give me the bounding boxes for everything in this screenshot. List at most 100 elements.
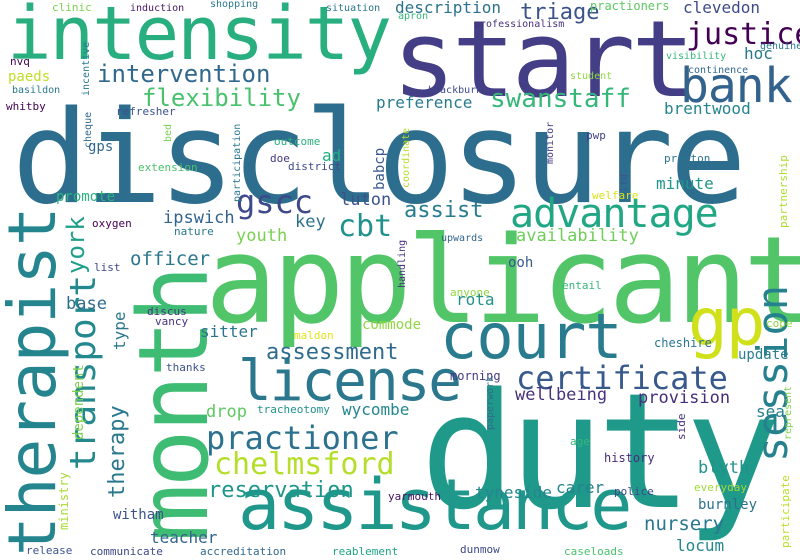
word-luton: luton [340,190,392,210]
word-bed: bed [163,123,174,142]
word-vancy: vancy [155,315,189,328]
word-refresher: refresher [116,105,176,118]
word-practioners: practioners [590,0,670,13]
word-assistance: assistance [238,464,632,546]
word-welfare: welfare [592,189,639,202]
word-license: license [238,349,462,414]
word-flexibility: flexibility [142,84,301,112]
word-pwp: pwp [586,129,606,142]
word-age: age [570,435,590,448]
word-blackburn: blackburn [428,85,483,96]
word-update: update [738,347,789,363]
word-description: description [395,0,501,17]
word-history: history [604,451,655,465]
word-certificate: certificate [516,359,728,397]
word-promote: promote [56,189,116,205]
word-start: start [392,0,695,121]
word-ad: ad [322,146,342,165]
word-wellbeing: wellbeing [515,385,608,405]
word-professionalism: professionalism [474,19,565,30]
word-continence: continence [688,65,749,76]
word-anyone: anyone [450,286,490,299]
word-paeds: paeds [8,69,51,85]
word-clinic: clinic [52,1,92,14]
word-hoc: hoc [744,44,773,63]
word-caseloads: caseloads [564,545,624,558]
word-ooh: ooh [508,255,534,271]
word-nursery: nursery [644,513,725,535]
word-reablement: reablement [332,545,399,558]
word-triage: triage [520,0,600,25]
word-rota: rota [456,290,495,309]
word-cbt: cbt [338,209,393,244]
word-gp: gp [688,284,765,361]
word-officer: officer [130,248,211,270]
word-cheshire: cheshire [654,336,712,350]
word-type: type [110,311,129,350]
word-blyth: blyth [698,458,750,478]
word-police: police [614,485,654,498]
word-availability: availability [516,226,639,246]
word-doe: doe [270,152,290,165]
word-whitby: whitby [6,100,46,113]
word-brentwood: brentwood [664,99,751,118]
word-morning: morning [450,369,501,383]
word-list: list [94,261,121,274]
word-disclosure: disclosure [12,84,747,233]
word-induction: induction [130,3,185,14]
word-drop: drop [206,402,247,422]
word-justice: justice [686,17,800,52]
word-base: base [66,294,107,314]
word-represent: represent [783,385,794,440]
word-practioner: practioner [206,419,399,457]
word-paperwork: paperwork [485,375,496,430]
word-minute: minute [656,174,714,193]
word-assessment: assessment [266,340,399,365]
word-student: student [570,71,613,82]
word-swanstaff: swanstaff [490,84,631,114]
word-wycombe: wycombe [342,400,410,419]
word-basildon: basildon [12,85,61,96]
word-intervention: intervention [97,60,271,88]
word-clevedon: clevedon [683,0,761,17]
word-handling: handling [397,239,408,288]
word-nvq: nvq [10,55,30,68]
word-participation: participation [232,123,243,202]
word-visibility: visibility [666,51,727,62]
word-provision: provision [638,388,731,408]
word-tracheotomy: tracheotomy [257,403,330,416]
word-thanks: thanks [166,361,206,374]
word-gps: gps [88,139,114,155]
word-accreditation: accreditation [200,545,287,558]
word-duty: duty [420,358,781,545]
word-babcp: babcp [372,147,388,190]
word-youth: youth [236,226,288,246]
word-advantage: advantage [510,191,719,237]
word-carer: carer [556,478,605,497]
word-discus: discus [147,305,187,318]
word-cope: cope [766,317,793,330]
word-nature: nature [174,225,214,238]
word-york: york [62,216,90,274]
word-ministry: ministry [57,472,71,530]
word-intensity: intensity [7,0,392,77]
word-maldon: maldon [294,329,334,342]
word-coordinate: coordinate [401,127,412,188]
word-dependent: dependent [71,364,87,440]
word-teacher: teacher [150,528,218,547]
word-chelmsford: chelmsford [214,447,395,482]
word-assist: assist [404,198,484,223]
word-upwards: upwards [441,233,484,244]
word-release: release [26,544,73,557]
word-tyneside: tyneside [475,483,553,502]
word-apron: apron [398,11,429,22]
word-ipswich: ipswich [163,208,235,228]
word-genuine: genuine [760,41,800,52]
word-witham: witham [113,507,164,523]
word-incentive: incentive [81,41,92,96]
word-entail: entail [562,279,602,292]
word-preston: preston [664,152,711,165]
word-monitor: monitor [545,121,556,164]
word-burnley: burnley [698,497,758,513]
